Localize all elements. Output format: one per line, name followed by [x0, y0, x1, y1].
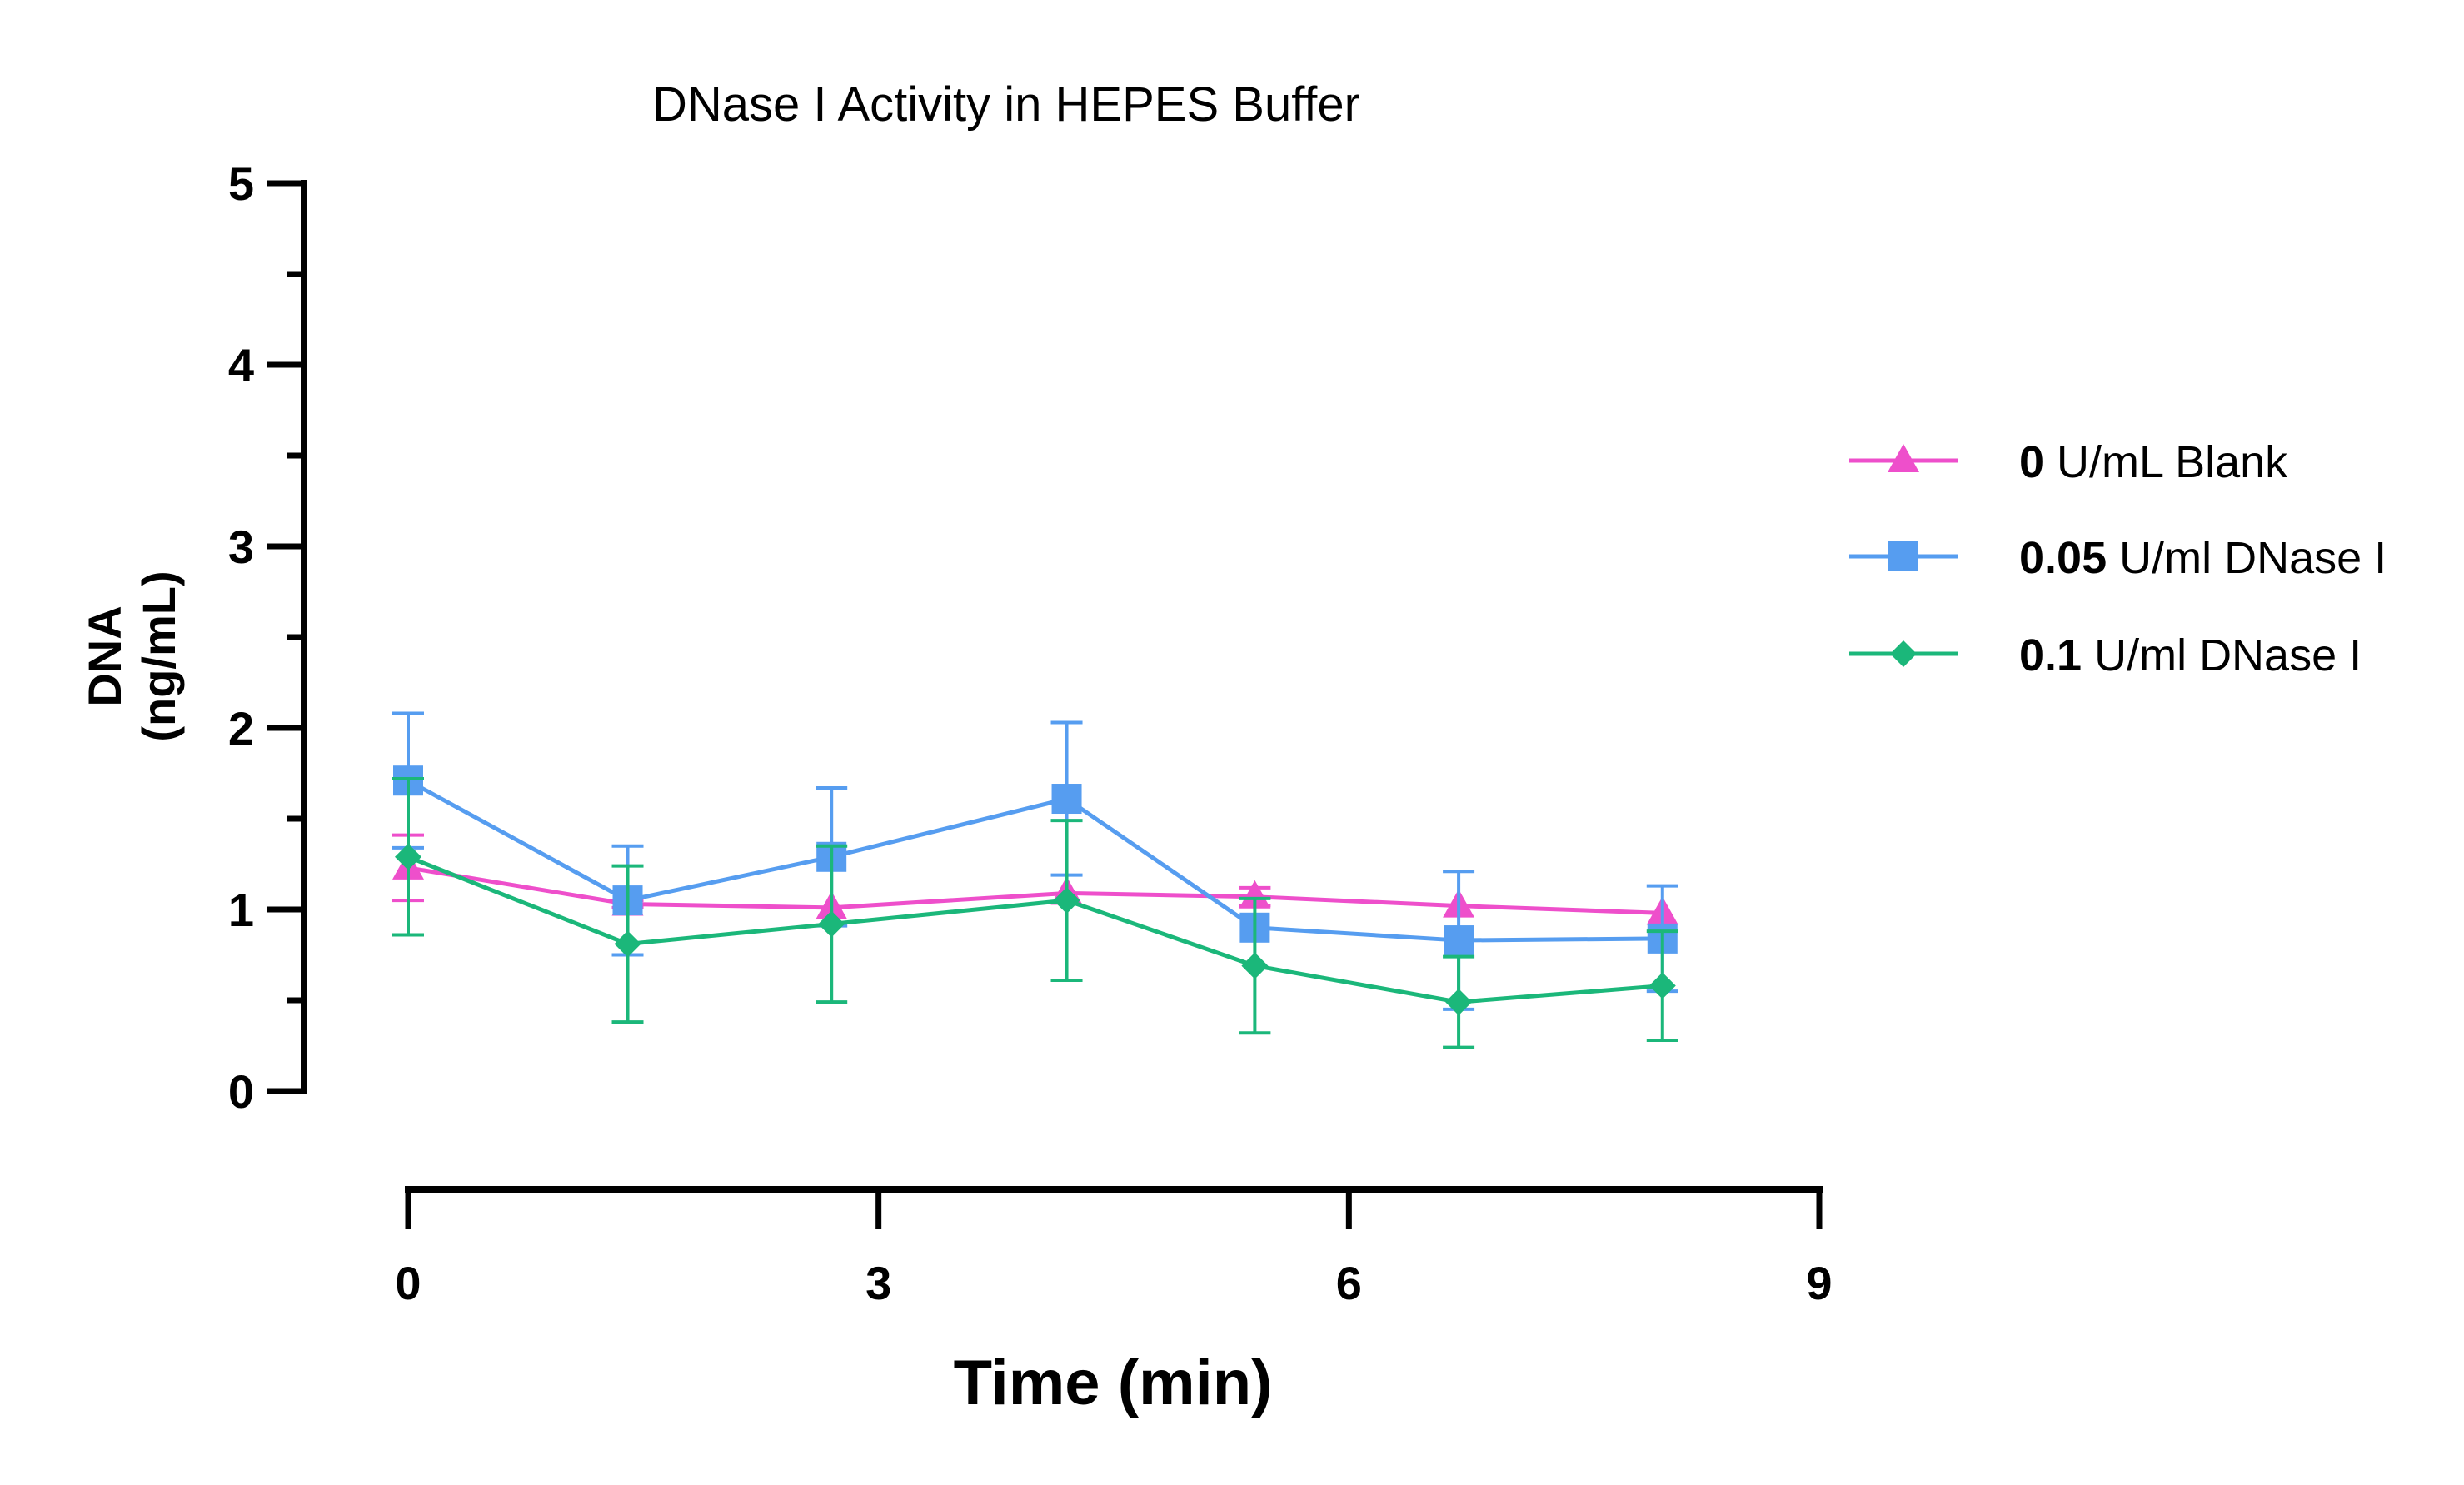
triangle-marker — [1239, 880, 1271, 909]
x-axis: 0 3 6 9 — [395, 1186, 1833, 1309]
diamond-marker — [1053, 887, 1080, 914]
legend-item-2: 0.05 U/ml DNase I — [1849, 533, 2387, 583]
diamond-marker — [1648, 972, 1676, 999]
plot-series — [392, 711, 1678, 1049]
y-axis-title-line-1: DNA — [78, 605, 131, 706]
series-line — [407, 855, 1663, 1004]
legend-label: 0 U/mL Blank — [2019, 437, 2288, 487]
square-marker — [1444, 925, 1474, 956]
legend-label: 0.1 U/ml DNase I — [2019, 630, 2362, 680]
y-tick-label: 3 — [228, 521, 254, 573]
series-2 — [392, 711, 1678, 1011]
diamond-marker — [1890, 640, 1917, 667]
diamond-marker — [614, 930, 641, 958]
series-line — [407, 865, 1663, 915]
legend-item-1: 0 U/mL Blank — [1849, 437, 2288, 487]
series-line — [407, 779, 1663, 943]
legend-item-3: 0.1 U/ml DNase I — [1849, 630, 2362, 680]
legend-label-rest: U/ml DNase I — [2107, 533, 2387, 583]
x-axis-title: Time (min) — [954, 1348, 1273, 1418]
square-marker — [1888, 541, 1918, 571]
x-tick-label: 6 — [1336, 1257, 1362, 1309]
legend-label-bold: 0 — [2019, 437, 2044, 487]
series-3 — [392, 777, 1678, 1049]
x-tick-label: 3 — [865, 1257, 891, 1309]
legend-label-bold: 0.05 — [2019, 533, 2107, 583]
y-tick-label: 4 — [228, 339, 254, 391]
x-tick-label: 0 — [395, 1257, 421, 1309]
x-tick-label: 9 — [1806, 1257, 1832, 1309]
y-tick-label: 5 — [228, 157, 254, 210]
y-axis-title-line-2: (ng/mL) — [132, 571, 185, 741]
y-axis: 0 1 2 3 4 5 — [228, 157, 307, 1118]
legend-label-rest: U/mL Blank — [2044, 437, 2288, 487]
legend-label-bold: 0.1 — [2019, 630, 2082, 680]
diamond-marker — [818, 910, 845, 938]
diamond-marker — [395, 843, 421, 870]
square-marker — [1051, 784, 1082, 815]
chart-title: DNase I Activity in HEPES Buffer — [652, 77, 1360, 132]
y-tick-label: 1 — [228, 884, 254, 936]
y-tick-label: 0 — [228, 1065, 254, 1118]
diamond-marker — [1445, 989, 1473, 1016]
series-1 — [392, 833, 1678, 925]
y-tick-label: 2 — [228, 702, 254, 755]
legend-label: 0.05 U/ml DNase I — [2019, 533, 2387, 583]
diamond-marker — [1241, 952, 1269, 979]
legend-label-rest: U/ml DNase I — [2082, 630, 2362, 680]
triangle-marker — [1888, 444, 1919, 472]
